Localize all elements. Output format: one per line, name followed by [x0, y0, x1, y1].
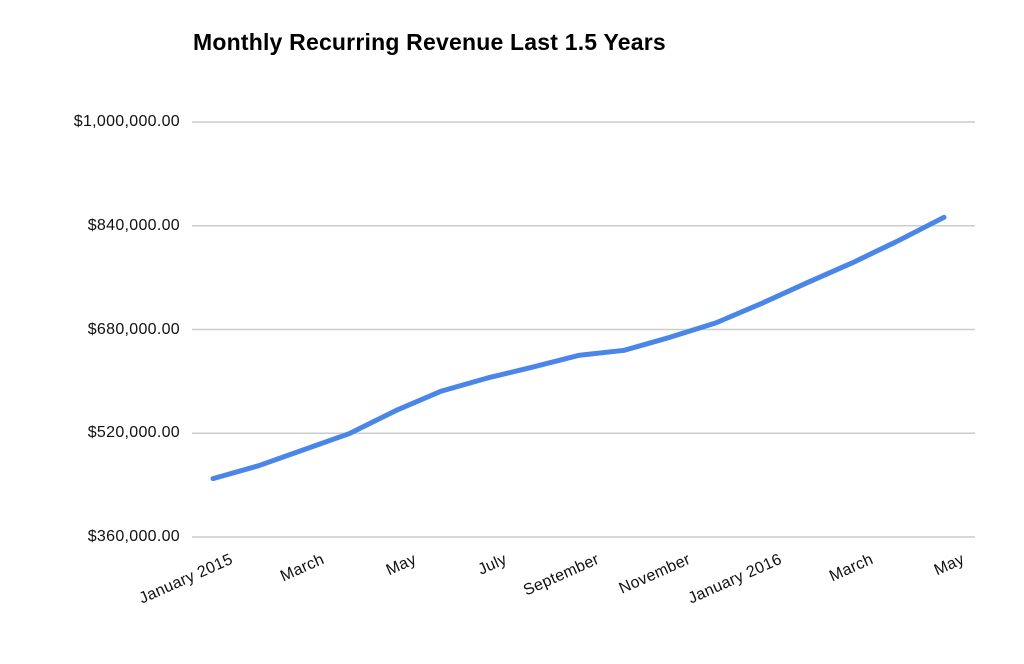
- y-axis-tick-label: $840,000.00: [87, 216, 180, 234]
- y-axis-tick-label: $1,000,000.00: [73, 113, 180, 130]
- chart-title: Monthly Recurring Revenue Last 1.5 Years: [193, 29, 666, 55]
- y-axis-tick-label: $680,000.00: [87, 320, 180, 338]
- y-axis-tick-label: $360,000.00: [87, 528, 180, 545]
- gridlines-group: [192, 121, 975, 538]
- revenue-series-line: [210, 214, 947, 482]
- y-axis-tick-label: $520,000.00: [87, 424, 180, 442]
